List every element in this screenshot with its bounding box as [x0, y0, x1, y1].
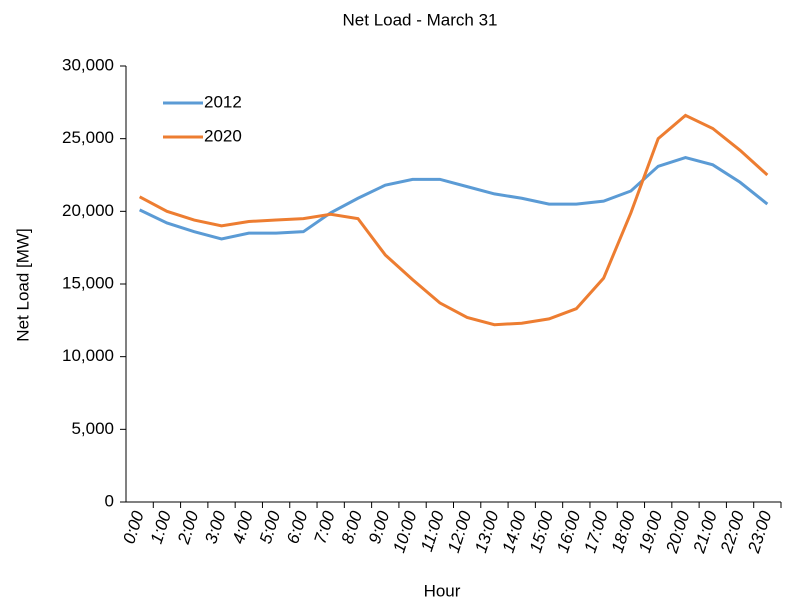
y-tick-label: 30,000: [62, 55, 114, 74]
x-tick-label: 1:00: [147, 508, 175, 546]
data-line: [138, 113, 769, 327]
y-tick-label: 25,000: [62, 128, 114, 147]
legend-label: 2020: [204, 126, 242, 145]
x-tick-label: 8:00: [338, 508, 366, 546]
x-tick-label: 23:00: [744, 508, 776, 556]
legend-label: 2012: [204, 92, 242, 111]
y-axis-label: Net Load [MW]: [13, 228, 32, 341]
x-tick-label: 5:00: [256, 508, 284, 546]
chart-title: Net Load - March 31: [343, 10, 498, 29]
y-tick-label: 10,000: [62, 346, 114, 365]
y-tick-label: 15,000: [62, 273, 114, 292]
x-axis-label: Hour: [424, 581, 461, 600]
x-tick-label: 6:00: [283, 508, 311, 546]
x-tick-label: 9:00: [365, 508, 393, 546]
x-tick-label: 11:00: [417, 508, 448, 554]
data-line: [138, 155, 769, 241]
y-tick-label: 0: [105, 491, 114, 510]
y-tick-label: 20,000: [62, 201, 114, 220]
y-tick-label: 5,000: [71, 419, 114, 438]
x-tick-label: 3:00: [201, 508, 229, 546]
x-tick-label: 7:00: [310, 508, 338, 546]
x-tick-label: 4:00: [229, 508, 257, 546]
x-tick-label: 2:00: [174, 508, 203, 547]
x-tick-label: 0:00: [119, 508, 147, 546]
